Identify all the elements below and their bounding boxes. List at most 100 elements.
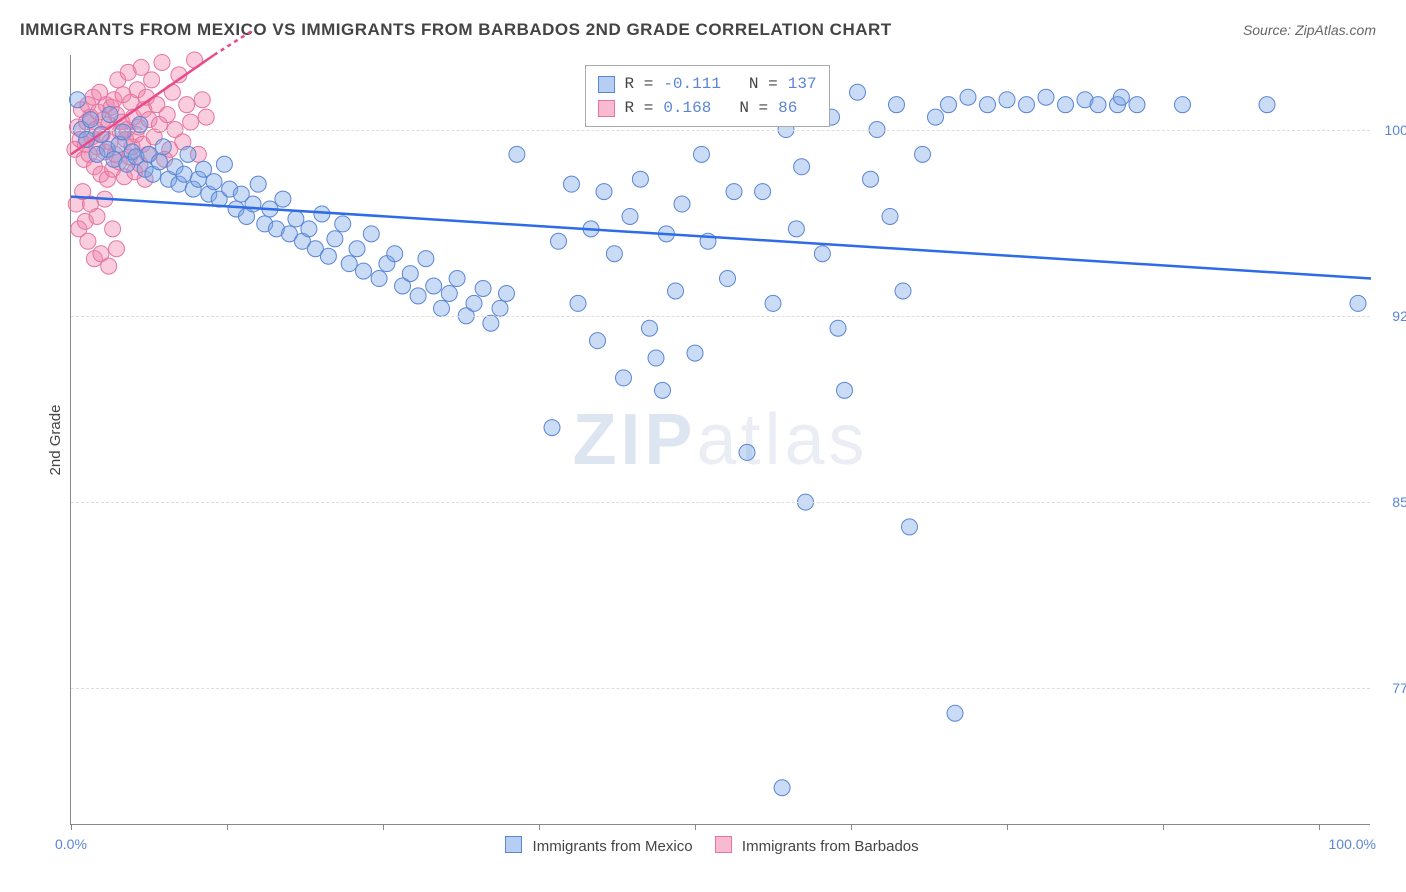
x-tick [383, 824, 384, 830]
scatter-point [616, 370, 632, 386]
scatter-point [648, 350, 664, 366]
scatter-point [999, 92, 1015, 108]
corr-n-label2: N = [739, 96, 768, 120]
scatter-point [1175, 97, 1191, 113]
scatter-point [434, 300, 450, 316]
scatter-point [755, 184, 771, 200]
corr-r-pink: 0.168 [663, 96, 711, 120]
scatter-point [115, 124, 131, 140]
scatter-point [1350, 295, 1366, 311]
scatter-point [889, 97, 905, 113]
scatter-point [250, 176, 266, 192]
scatter-point [830, 320, 846, 336]
scatter-point [83, 112, 99, 128]
scatter-point [206, 174, 222, 190]
scatter-point [655, 382, 671, 398]
x-tick [1163, 824, 1164, 830]
scatter-point [387, 246, 403, 262]
scatter-point [80, 233, 96, 249]
gridline [71, 502, 1370, 503]
scatter-point [320, 248, 336, 264]
scatter-point [1038, 89, 1054, 105]
scatter-point [176, 166, 192, 182]
scatter-point [426, 278, 442, 294]
scatter-point [356, 263, 372, 279]
scatter-point [837, 382, 853, 398]
scatter-point [363, 226, 379, 242]
scatter-point [720, 271, 736, 287]
scatter-point [960, 89, 976, 105]
plot-area: ZIPatlas R = -0.111 N = 137 R = 0.168 N … [70, 55, 1370, 825]
scatter-point [622, 208, 638, 224]
scatter-point [89, 208, 105, 224]
scatter-point [726, 184, 742, 200]
y-axis-title: 2nd Grade [47, 405, 64, 476]
scatter-point [794, 159, 810, 175]
x-tick [71, 824, 72, 830]
scatter-point [102, 107, 118, 123]
scatter-point [632, 171, 648, 187]
y-tick-label: 92.5% [1377, 308, 1406, 324]
swatch-blue-icon [598, 76, 615, 93]
scatter-point [1259, 97, 1275, 113]
scatter-point [151, 154, 167, 170]
corr-r-label2: R = [625, 96, 654, 120]
x-tick [851, 824, 852, 830]
scatter-point [499, 285, 515, 301]
scatter-point [1058, 97, 1074, 113]
scatter-point [441, 285, 457, 301]
gridline [71, 130, 1370, 131]
corr-r-label: R = [625, 72, 654, 96]
corr-r-blue: -0.111 [663, 72, 721, 96]
corr-row-pink: R = 0.168 N = 86 [598, 96, 817, 120]
scatter-point [418, 251, 434, 267]
scatter-point [544, 420, 560, 436]
scatter-point [941, 97, 957, 113]
scatter-point [144, 72, 160, 88]
scatter-point [109, 241, 125, 257]
y-tick-label: 85.0% [1377, 494, 1406, 510]
scatter-point [70, 92, 86, 108]
scatter-point [739, 444, 755, 460]
scatter-point [570, 295, 586, 311]
scatter-point [198, 109, 214, 125]
scatter-point [449, 271, 465, 287]
legend-bottom: Immigrants from Mexico Immigrants from B… [0, 836, 1406, 855]
scatter-point [492, 300, 508, 316]
legend-swatch-pink-icon [715, 836, 732, 853]
corr-n-blue: 137 [788, 72, 817, 96]
legend-label-blue: Immigrants from Mexico [533, 838, 693, 855]
scatter-point [668, 283, 684, 299]
scatter-point [895, 283, 911, 299]
chart-container: IMMIGRANTS FROM MEXICO VS IMMIGRANTS FRO… [0, 0, 1406, 892]
scatter-point [1129, 97, 1145, 113]
legend-swatch-blue-icon [505, 836, 522, 853]
legend-label-pink: Immigrants from Barbados [742, 838, 919, 855]
scatter-point [596, 184, 612, 200]
scatter-point [694, 146, 710, 162]
x-tick [1319, 824, 1320, 830]
scatter-point [850, 84, 866, 100]
scatter-point [947, 705, 963, 721]
scatter-point [194, 92, 210, 108]
scatter-point [159, 107, 175, 123]
corr-row-blue: R = -0.111 N = 137 [598, 72, 817, 96]
scatter-point [765, 295, 781, 311]
scatter-point [341, 256, 357, 272]
gridline [71, 316, 1370, 317]
scatter-point [774, 780, 790, 796]
scatter-point [349, 241, 365, 257]
correlation-box: R = -0.111 N = 137 R = 0.168 N = 86 [585, 65, 830, 127]
scatter-point [179, 97, 195, 113]
scatter-point [216, 156, 232, 172]
scatter-point [882, 208, 898, 224]
scatter-point [301, 221, 317, 237]
scatter-point [475, 280, 491, 296]
scatter-point [687, 345, 703, 361]
scatter-point [928, 109, 944, 125]
scatter-point [1090, 97, 1106, 113]
scatter-point [180, 146, 196, 162]
scatter-point [915, 146, 931, 162]
source-label: Source: [1243, 22, 1295, 38]
scatter-point [410, 288, 426, 304]
